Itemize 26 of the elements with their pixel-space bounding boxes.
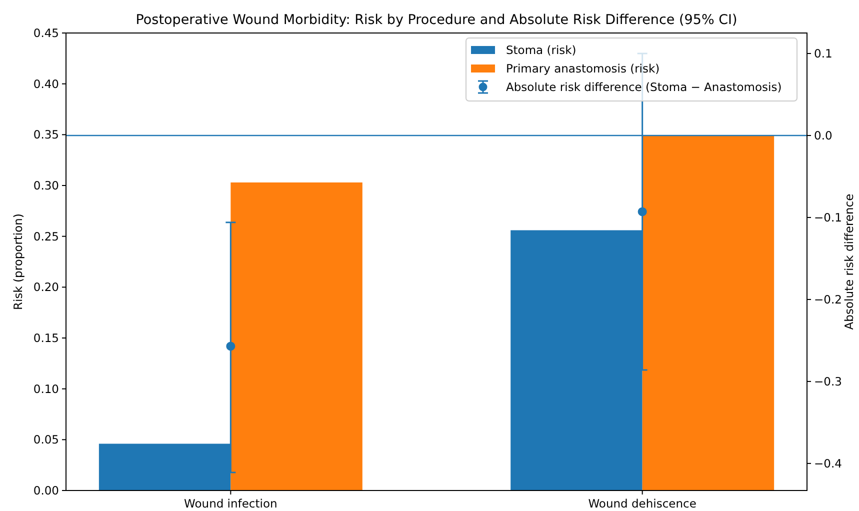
y-tick-label: 0.25	[33, 229, 59, 244]
x-tick-label: Wound infection	[184, 496, 278, 510]
y2-tick-label: 0.0	[814, 128, 832, 142]
legend-label: Absolute risk difference (Stoma − Anastomosis)	[506, 80, 782, 94]
y2-tick-label: −0.2	[814, 292, 842, 306]
y-tick-label: 0.40	[33, 76, 59, 91]
y-tick-label: 0.15	[33, 331, 59, 345]
y2-tick-label: −0.3	[814, 374, 842, 388]
y2-tick-label: −0.1	[814, 210, 842, 224]
y-tick-label: 0.35	[33, 128, 59, 142]
y-tick-label: 0.05	[33, 432, 59, 447]
bar	[642, 136, 774, 490]
y-tick-label: 0.20	[33, 280, 59, 294]
y2-tick-label: 0.1	[814, 46, 832, 60]
x-tick-label: Wound dehiscence	[588, 496, 696, 510]
y-tick-label: 0.45	[33, 26, 59, 40]
y-axis-title: Risk (proportion)	[11, 214, 25, 310]
y-tick-label: 0.10	[33, 382, 59, 396]
bar	[230, 182, 362, 490]
y2-axis-title: Absolute risk difference	[842, 194, 856, 330]
chart-title: Postoperative Wound Morbidity: Risk by Procedure and Absolute Risk Difference (95% CI)	[136, 12, 738, 28]
legend-label: Stoma (risk)	[506, 43, 576, 57]
legend-label: Primary anastomosis (risk)	[506, 62, 660, 76]
y2-tick-label: −0.4	[814, 456, 842, 470]
y-tick-label: 0.00	[33, 484, 59, 498]
y-tick-label: 0.30	[33, 178, 59, 192]
